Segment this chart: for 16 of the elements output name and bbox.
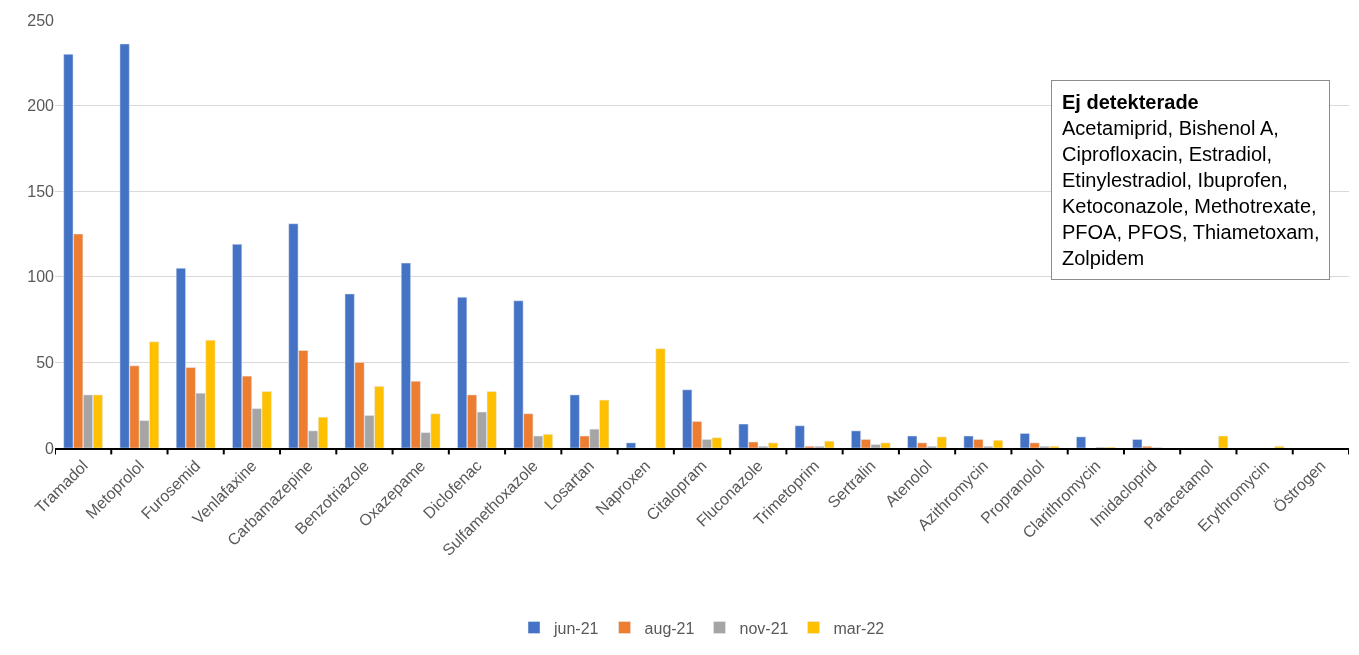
y-tick-label: 200 [27, 97, 55, 115]
annotation: Ej detekterade [1062, 91, 1199, 113]
annotation: Acetamiprid, Bishenol A, Ciprofloxacin, Estradiol, Etinylestradiol, Ibuprofen, Ketoconazole, Methotrexate, PFOA, PFOS, Thiametoxam, Zolpidem [1062, 117, 1320, 269]
bar [1076, 436, 1086, 448]
legend-label: jun-21 [553, 619, 599, 637]
y-tick-label: 100 [27, 268, 55, 286]
bar [655, 348, 666, 448]
legend-label: mar-22 [833, 619, 885, 637]
y-tick-label: 150 [27, 182, 55, 200]
bar [1218, 435, 1229, 448]
y-tick-label: 250 [27, 11, 55, 29]
y-tick-label: 50 [36, 354, 55, 371]
bar [626, 442, 636, 448]
y-tick-label: 0 [45, 439, 55, 457]
legend-label: aug-21 [644, 619, 695, 637]
legend-label: nov-21 [739, 619, 789, 637]
